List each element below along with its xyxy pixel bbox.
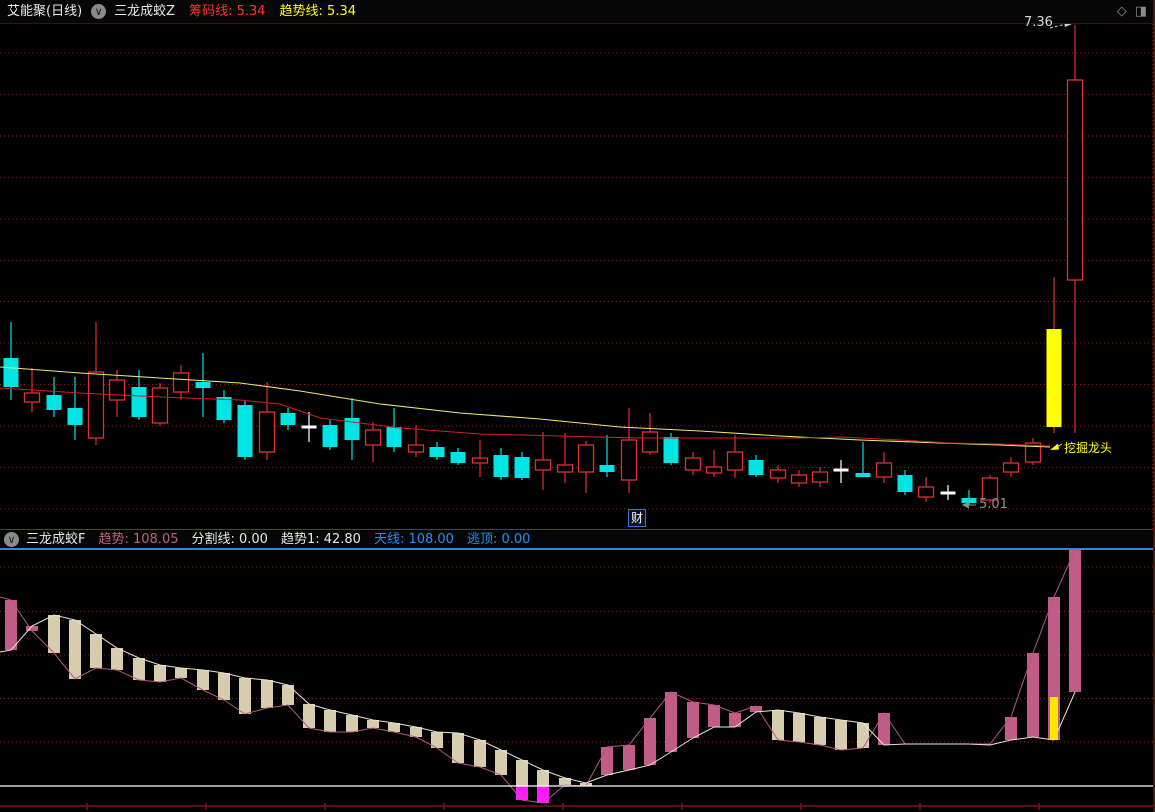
split-value: 分割线: 0.00 — [191, 531, 268, 547]
low-price-label: 5.01 — [979, 497, 1008, 512]
sub-indicator-name: 三龙成蛟F — [26, 531, 86, 547]
title-bar: 艾能聚(日线) ∨ 三龙成蛟Z 筹码线: 5.34 趋势线: 5.34 ◇ ◨ — [0, 0, 1155, 24]
sky-value: 天线: 108.00 — [373, 531, 454, 547]
event-marker-cai[interactable]: 财 — [628, 509, 647, 527]
diamond-icon[interactable]: ◇ — [1116, 4, 1127, 19]
split-panel-icon[interactable]: ◨ — [1134, 4, 1147, 19]
main-indicator-name: 三龙成蛟Z — [114, 4, 176, 19]
sub-indicator-header: ∨ 三龙成蛟F 趋势: 108.05 分割线: 0.00 趋势1: 42.80 … — [0, 529, 1155, 549]
sub-indicator-chart[interactable] — [0, 548, 1155, 812]
chevron-down-circle-icon[interactable]: ∨ — [91, 4, 107, 19]
trend-line-value: 趋势线: 5.34 — [279, 4, 356, 19]
escape-value: 逃顶: 0.00 — [466, 531, 531, 547]
chevron-down-circle-icon[interactable]: ∨ — [4, 532, 19, 547]
dragon-head-label: 挖掘龙头 — [1064, 441, 1113, 455]
trend-value: 趋势: 108.05 — [98, 531, 179, 547]
stock-name: 艾能聚(日线) — [7, 4, 83, 19]
high-price-label: 7.36 — [1024, 15, 1053, 30]
main-candlestick-chart[interactable] — [0, 24, 1155, 529]
trend1-value: 趋势1: 42.80 — [280, 531, 361, 547]
chouma-line-value: 筹码线: 5.34 — [189, 4, 266, 19]
window-right-border — [1153, 0, 1155, 812]
